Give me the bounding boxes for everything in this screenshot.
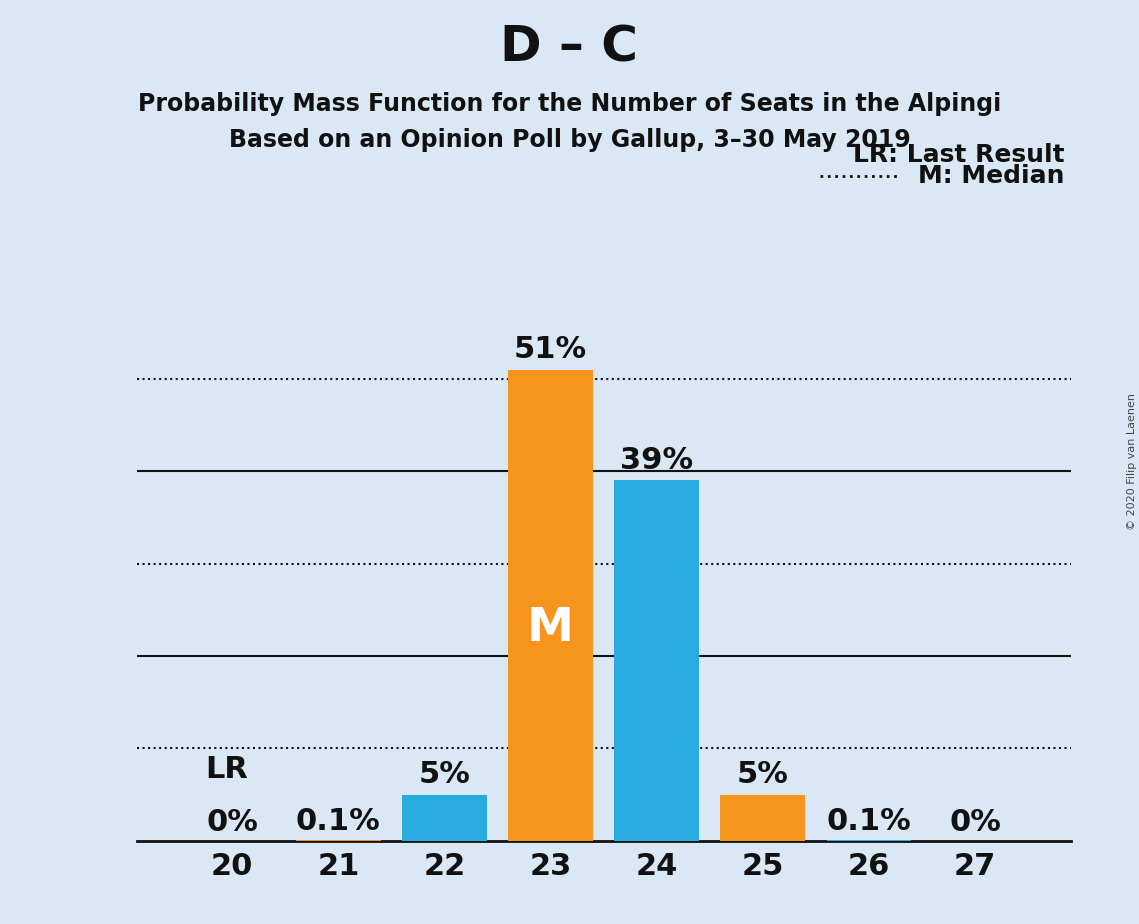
Text: Probability Mass Function for the Number of Seats in the Alpingi: Probability Mass Function for the Number… bbox=[138, 92, 1001, 116]
Bar bbox=[296, 840, 380, 841]
Bar bbox=[827, 840, 911, 841]
Text: 0.1%: 0.1% bbox=[296, 808, 380, 836]
Bar bbox=[721, 795, 805, 841]
Text: 0.1%: 0.1% bbox=[827, 808, 911, 836]
Text: M: M bbox=[527, 606, 574, 651]
Text: LR: LR bbox=[205, 755, 248, 784]
Text: 5%: 5% bbox=[418, 760, 470, 789]
Bar bbox=[508, 370, 593, 841]
Text: 0%: 0% bbox=[206, 808, 259, 837]
Text: 51%: 51% bbox=[514, 335, 588, 364]
Text: 0%: 0% bbox=[949, 808, 1001, 837]
Bar bbox=[614, 480, 699, 841]
Text: D – C: D – C bbox=[500, 23, 639, 71]
Bar bbox=[402, 795, 487, 841]
Text: M: Median: M: Median bbox=[918, 164, 1065, 188]
Text: 39%: 39% bbox=[620, 446, 694, 475]
Text: © 2020 Filip van Laenen: © 2020 Filip van Laenen bbox=[1126, 394, 1137, 530]
Text: Based on an Opinion Poll by Gallup, 3–30 May 2019: Based on an Opinion Poll by Gallup, 3–30… bbox=[229, 128, 910, 152]
Text: 5%: 5% bbox=[737, 760, 789, 789]
Text: LR: Last Result: LR: Last Result bbox=[853, 143, 1065, 167]
